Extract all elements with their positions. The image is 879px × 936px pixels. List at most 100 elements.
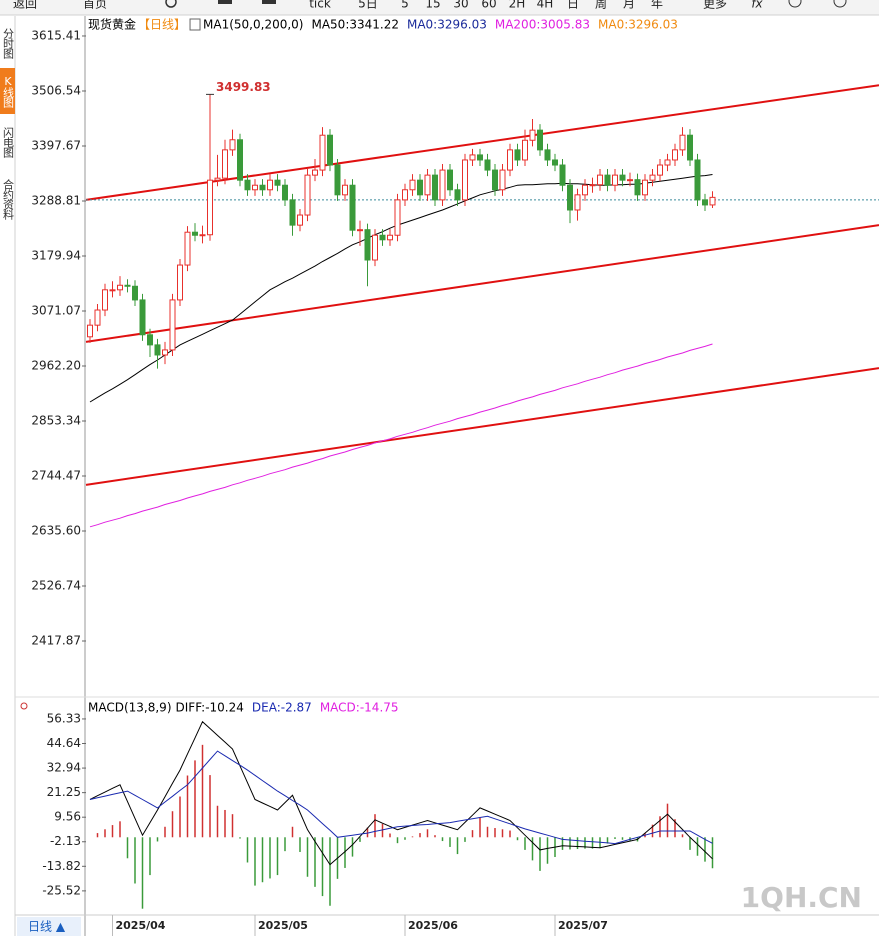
y-tick-label: 2962.20 (31, 358, 81, 372)
candle-body (139, 299, 146, 336)
toolbar-button[interactable]: 15 (425, 0, 440, 11)
indicator-line (89, 174, 713, 403)
candle-body (462, 159, 468, 201)
y-tick-label: 3179.94 (31, 248, 81, 262)
candle-body (709, 196, 716, 206)
toolbar-button[interactable]: 返回 (13, 0, 37, 11)
legend-entry: MA0:3296.03 (407, 18, 487, 32)
candle-body (379, 234, 386, 241)
candle-body (649, 174, 656, 181)
toolbar-button[interactable]: 首页 (83, 0, 107, 11)
candle-body (102, 289, 108, 311)
candle-body (94, 309, 101, 326)
candle-body (469, 154, 476, 161)
sidebar-tab[interactable]: 合约资料 (1, 179, 15, 219)
y-tick-label: 2744.47 (31, 469, 81, 483)
period-tab-label[interactable]: 日线 ▲ (28, 920, 66, 934)
refresh-icon[interactable] (165, 0, 177, 8)
sidebar-tab[interactable]: 闪电图 (1, 127, 15, 157)
candle-body (289, 199, 296, 226)
candle-body (342, 184, 348, 196)
candle-icon[interactable] (218, 0, 232, 4)
period-tab[interactable] (17, 917, 81, 936)
candle-body (604, 174, 611, 186)
candle-body (634, 179, 641, 196)
y-tick-label: -2.13 (50, 834, 81, 848)
toolbar-button[interactable]: 年 (651, 0, 663, 11)
y-tick-label: 44.64 (47, 736, 81, 750)
candle-body (597, 174, 603, 186)
candle-body (124, 284, 131, 287)
settings-icon[interactable] (20, 702, 28, 710)
y-tick-label: 9.56 (54, 810, 81, 824)
watermark: 1QH.CN (741, 881, 862, 914)
candle-body (349, 184, 356, 231)
candle-body (199, 234, 206, 237)
candle-body (327, 134, 333, 166)
legend-entry: MACD:-14.75 (320, 701, 399, 715)
candle-body (657, 164, 663, 176)
toolbar-button[interactable]: 4H (537, 0, 554, 11)
candle-body (447, 169, 453, 191)
candle-body (319, 134, 326, 171)
candle-body (304, 174, 311, 216)
candle-body (169, 299, 176, 351)
candle-body (267, 179, 273, 191)
toolbar-button[interactable]: 日 (567, 0, 579, 11)
toolbar-button[interactable]: 周 (595, 0, 607, 11)
y-tick-label: 3397.67 (31, 138, 81, 152)
legend-title: MACD(13,8,9) (88, 701, 172, 715)
candle-body (679, 134, 686, 151)
sidebar-tab[interactable]: K线图 (0, 68, 15, 114)
candle-body (274, 179, 281, 186)
toolbar-button[interactable]: 2H (509, 0, 526, 11)
legend-entry: DEA:-2.87 (252, 701, 312, 715)
legend-title: 现货黄金 (88, 17, 136, 32)
candle-body (184, 231, 191, 266)
toolbar-button[interactable]: 30 (453, 0, 468, 11)
y-tick-label: -13.82 (42, 859, 81, 873)
legend-entry: MA0:3296.03 (598, 18, 678, 32)
candle-body (702, 199, 708, 206)
candle-body (477, 154, 483, 161)
trend-line (85, 224, 879, 343)
toolbar-button[interactable]: 5 (401, 0, 409, 11)
candle-body (334, 164, 341, 196)
y-tick-label: 56.33 (47, 711, 81, 725)
toolbar-button[interactable]: 月 (623, 0, 635, 11)
candle-body (642, 179, 648, 196)
toolbar-button[interactable]: 60 (481, 0, 496, 11)
candle-body (387, 234, 393, 241)
legend-period: 【日线】 (138, 18, 186, 32)
candle-body (627, 179, 633, 182)
candle-body (507, 149, 513, 171)
toolbar-button[interactable]: 更多 (703, 0, 727, 11)
legend-entry: MA50:3341.22 (311, 18, 399, 32)
candle-body (514, 149, 521, 161)
candle-body (589, 184, 596, 187)
x-tick-label: 2025/07 (558, 919, 608, 932)
toolbar-button[interactable]: fx (751, 0, 763, 11)
bar-icon[interactable] (262, 0, 276, 4)
toolbar-button[interactable]: tick (309, 0, 331, 11)
candle-body (297, 214, 303, 226)
zoom-in-icon[interactable] (833, 0, 847, 8)
x-tick-label: 2025/05 (258, 919, 308, 932)
x-tick-label: 2025/04 (116, 919, 166, 932)
candle-body (282, 184, 288, 201)
candle-body (612, 174, 618, 186)
sidebar-tab[interactable]: 分时图 (1, 28, 15, 58)
y-tick-label: 32.94 (47, 761, 81, 775)
candle-body (582, 184, 588, 196)
candle-body (424, 174, 431, 196)
toolbar-button[interactable]: 5日 (358, 0, 378, 11)
candle-body (694, 159, 701, 201)
candle-body (499, 169, 506, 191)
candle-body (619, 174, 626, 181)
trend-line (85, 367, 879, 486)
candle-body (192, 231, 198, 236)
zoom-out-icon[interactable] (788, 0, 802, 8)
candle-body (559, 164, 566, 186)
